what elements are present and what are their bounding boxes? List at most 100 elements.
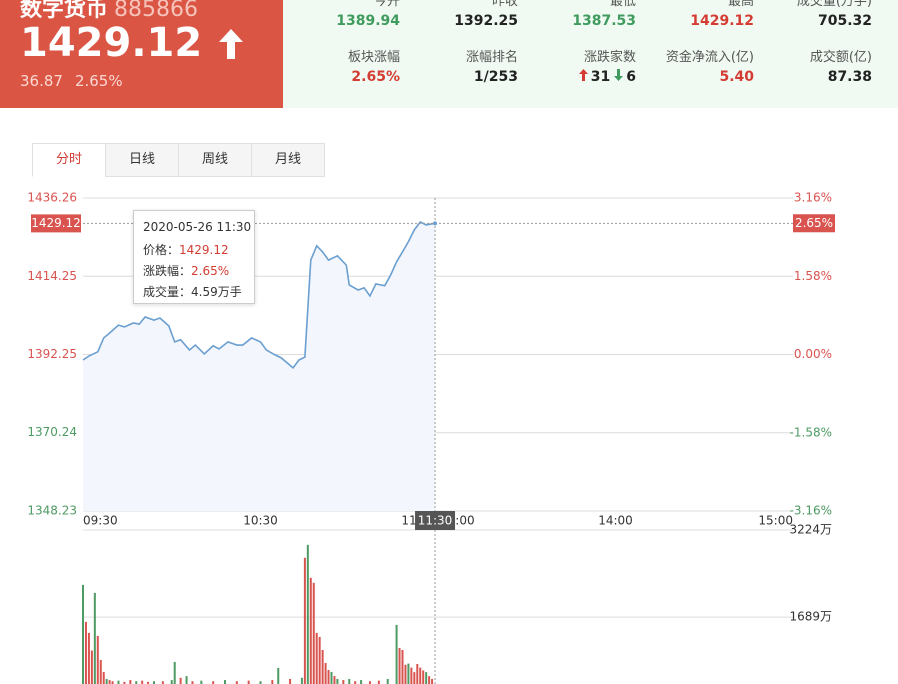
stat-label: 涨跌家数 <box>583 50 636 65</box>
change-value: 36.87 <box>20 72 63 90</box>
tab[interactable]: 分时 <box>32 143 106 177</box>
stat-label: 涨幅排名 <box>465 50 518 65</box>
crosshair-point <box>433 221 438 226</box>
stat-value: 87.38 <box>827 69 872 85</box>
volume-bar <box>99 659 102 684</box>
volume-bar <box>235 681 238 684</box>
volume-bar <box>422 670 425 684</box>
tooltip-time: 2020-05-26 11:30 <box>143 220 252 234</box>
stat-label: 成交量(万手) <box>796 0 872 9</box>
stat-label: 昨收 <box>491 0 518 9</box>
volume-bar <box>170 680 173 684</box>
stat-value: 1389.94 <box>336 13 400 29</box>
crosshair-y2-label: 2.65% <box>795 216 833 230</box>
tooltip-label: 成交量： <box>143 285 192 299</box>
volume-bar <box>312 582 315 684</box>
volume-bar <box>102 671 105 684</box>
index-code: 885866 <box>114 0 198 22</box>
stat-label: 最高 <box>727 0 754 9</box>
y-tick-label: 1392.25 <box>27 347 77 361</box>
volume-bar <box>324 662 327 684</box>
volume-bar <box>360 680 363 684</box>
change: 36.87 2.65% <box>20 72 123 90</box>
volume-bar <box>129 680 132 684</box>
tooltip-value: 1429.12 <box>179 243 229 257</box>
volume-bar <box>318 636 321 684</box>
stat-label: 资金净流入(亿) <box>665 50 754 65</box>
up-count: 31 <box>590 69 611 85</box>
y2-tick-label: 1.58% <box>794 269 832 283</box>
arrow-up <box>578 69 588 81</box>
volume-bar <box>82 584 84 684</box>
stat-value: 1429.12 <box>690 13 754 29</box>
y-tick-label: 1689万 <box>789 610 832 624</box>
volume-bar <box>348 678 351 684</box>
tab[interactable]: 月线 <box>251 143 325 177</box>
volume-bar <box>212 681 215 684</box>
volume-bar <box>404 664 407 684</box>
volume-bar <box>336 678 339 684</box>
crosshair-y2-box <box>793 214 835 233</box>
stats-panel: 今开 1389.94 昨收 1392.25 最低 1387.53 最高 1429.12 成交量(… <box>283 0 898 108</box>
volume-bar <box>354 681 357 684</box>
down-count: 6 <box>626 69 636 85</box>
volume-bar <box>431 678 434 684</box>
price-line <box>82 221 436 369</box>
volume-bar <box>147 681 150 684</box>
volume-bar <box>428 676 431 684</box>
stat-value: 5.40 <box>719 69 754 85</box>
stat-value: 31 6 <box>506 69 636 85</box>
tooltip-row: 成交量：4.59万手 <box>143 283 242 300</box>
stat-value: 2.65% <box>351 69 400 85</box>
volume-bar <box>368 681 371 684</box>
volume-bar <box>108 680 111 684</box>
tab[interactable]: 日线 <box>105 143 179 177</box>
volume-bar <box>185 676 188 684</box>
y-tick-label: 1370.24 <box>27 425 77 439</box>
volume-bar <box>330 671 333 684</box>
volume-bar <box>161 681 164 684</box>
tooltip-value: 4.59万手 <box>191 285 242 299</box>
y-tick-label: 1348.23 <box>27 504 77 518</box>
stat-label: 今开 <box>373 0 400 9</box>
stat-value: 1/253 <box>473 69 518 85</box>
tooltip-row: 涨跌幅：2.65% <box>143 262 229 279</box>
volume-bar <box>93 592 96 684</box>
volume-bar <box>259 681 262 684</box>
volume-bar <box>87 632 90 684</box>
stat-label: 成交额(亿) <box>809 50 872 65</box>
volume-bar <box>309 577 312 684</box>
volume-bar <box>123 681 126 684</box>
volume-bar <box>300 677 303 684</box>
volume-bar <box>141 680 144 684</box>
volume-bar <box>416 663 419 684</box>
volume-bar <box>111 681 114 684</box>
volume-bar <box>289 678 292 684</box>
quote-header: 数字货币 885866 1429.12 36.87 2.65% <box>0 0 283 108</box>
volume-bar <box>135 681 138 684</box>
volume-bar <box>333 676 336 684</box>
crosshair-y-box <box>31 214 81 233</box>
tabs: 分时 日线 周线 月线 <box>32 143 325 177</box>
tab[interactable]: 周线 <box>178 143 252 177</box>
crosshair-y-label: 1429.12 <box>31 216 81 230</box>
x-tick-label: 14:00 <box>598 514 633 528</box>
volume-bar <box>386 678 389 684</box>
stat-label: 板块涨幅 <box>347 50 400 65</box>
x-tick-label: 09:30 <box>83 514 118 528</box>
volume-bar <box>315 632 318 684</box>
volume-bar <box>173 661 176 684</box>
volume-bar <box>377 680 380 684</box>
volume-bar <box>84 621 87 684</box>
stat-value: 1392.25 <box>454 13 518 29</box>
tooltip-label: 涨跌幅： <box>143 264 192 278</box>
tooltip-row: 价格：1429.12 <box>143 241 229 258</box>
y-tick-label: 3224万 <box>789 523 832 537</box>
volume-bar <box>200 680 203 684</box>
stat-label: 最低 <box>609 0 636 9</box>
volume-bar <box>342 680 345 684</box>
price-area <box>83 222 436 512</box>
volume-bar <box>401 649 404 684</box>
volume-bar <box>224 680 226 684</box>
tooltip-label: 价格： <box>143 243 180 257</box>
